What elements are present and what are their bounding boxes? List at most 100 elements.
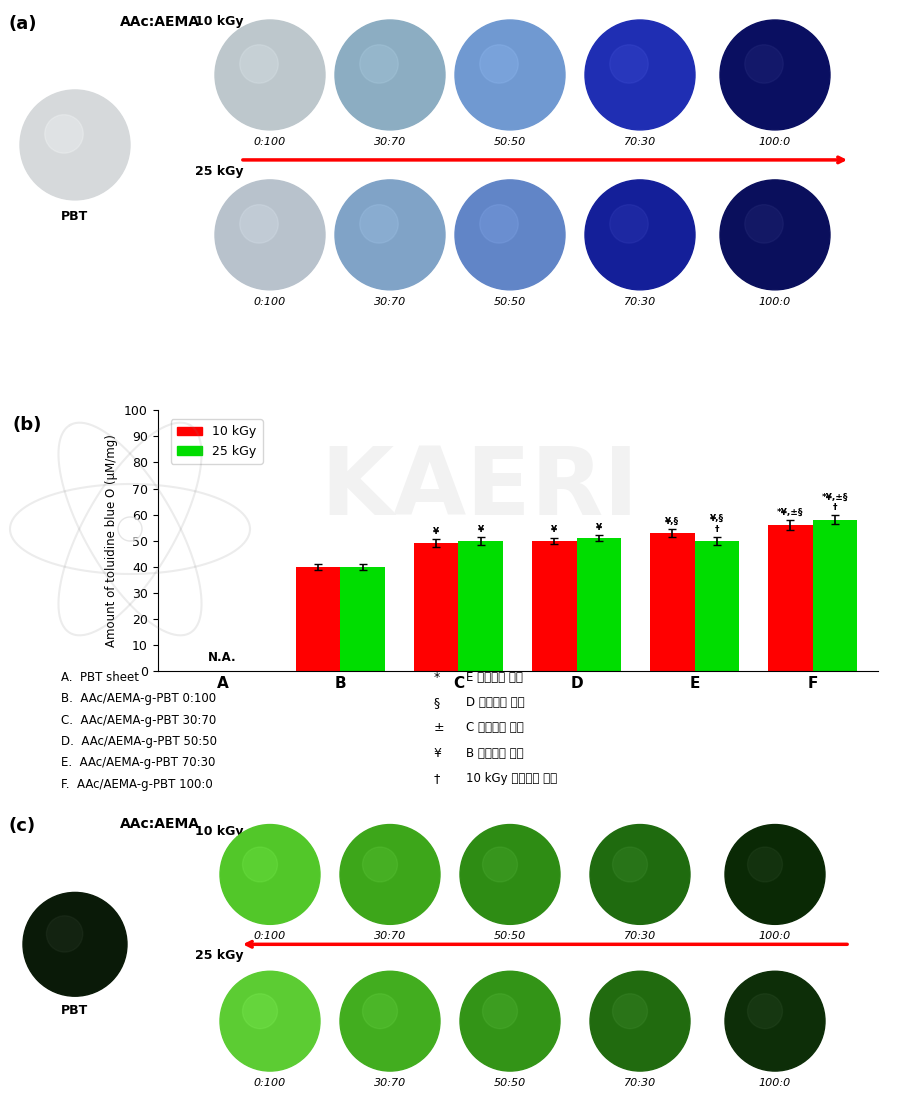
Text: E 그룹과의 비교: E 그룹과의 비교: [466, 671, 523, 684]
Bar: [295, 567, 340, 671]
Text: 50:50: 50:50: [494, 932, 526, 942]
Text: 50:50: 50:50: [494, 136, 526, 146]
Circle shape: [720, 180, 830, 289]
Text: 10 kGy 그룹과의 비교: 10 kGy 그룹과의 비교: [466, 772, 557, 785]
Y-axis label: Amount of toluidine blue O (μM/mg): Amount of toluidine blue O (μM/mg): [105, 435, 118, 647]
Text: ¥: ¥: [433, 527, 439, 537]
Circle shape: [360, 44, 398, 83]
Text: ¥: ¥: [596, 522, 602, 532]
Text: 50:50: 50:50: [494, 1078, 526, 1088]
Text: PBT: PBT: [61, 1005, 88, 1017]
Text: D.  AAc/AEMA-g-PBT 50:50: D. AAc/AEMA-g-PBT 50:50: [61, 735, 217, 747]
Circle shape: [585, 20, 695, 130]
Text: PBT: PBT: [61, 210, 88, 223]
Text: *: *: [434, 671, 440, 684]
Text: N.A.: N.A.: [208, 651, 237, 663]
Circle shape: [725, 825, 825, 925]
Text: ¥: ¥: [434, 746, 442, 760]
Circle shape: [460, 971, 560, 1071]
Circle shape: [720, 20, 830, 130]
Text: 25 kGy: 25 kGy: [195, 165, 244, 177]
Text: ±: ±: [434, 721, 445, 734]
Circle shape: [585, 180, 695, 289]
Circle shape: [220, 825, 320, 925]
Circle shape: [482, 994, 518, 1029]
Text: 10 kGy: 10 kGy: [195, 825, 244, 837]
Text: 0:100: 0:100: [254, 1078, 286, 1088]
Circle shape: [748, 847, 782, 882]
Text: C.  AAc/AEMA-g-PBT 30:70: C. AAc/AEMA-g-PBT 30:70: [61, 713, 216, 726]
Bar: [414, 543, 458, 671]
Circle shape: [23, 893, 127, 996]
Text: (a): (a): [8, 16, 37, 33]
Text: 70:30: 70:30: [624, 136, 656, 146]
Text: AAc:AEMA: AAc:AEMA: [120, 16, 200, 29]
Circle shape: [480, 205, 518, 243]
Circle shape: [335, 180, 445, 289]
Text: 70:30: 70:30: [624, 1078, 656, 1088]
Circle shape: [242, 847, 277, 882]
Legend: 10 kGy, 25 kGy: 10 kGy, 25 kGy: [171, 419, 263, 464]
Text: *¥,±§: *¥,±§: [777, 508, 804, 517]
Text: †: †: [434, 772, 440, 785]
Circle shape: [363, 994, 398, 1029]
Bar: [532, 541, 577, 671]
Text: 70:30: 70:30: [624, 297, 656, 307]
Text: 10 kGy: 10 kGy: [195, 16, 244, 28]
Circle shape: [455, 180, 565, 289]
Circle shape: [239, 44, 278, 83]
Circle shape: [460, 825, 560, 925]
Text: (c): (c): [8, 816, 35, 835]
Text: 30:70: 30:70: [374, 1078, 406, 1088]
Text: C 그룹과의 비교: C 그룹과의 비교: [466, 721, 524, 734]
Circle shape: [725, 971, 825, 1071]
Bar: [768, 525, 813, 671]
Text: *¥,±§
†: *¥,±§ †: [822, 492, 849, 512]
Circle shape: [363, 847, 398, 882]
Text: ¥,§: ¥,§: [665, 517, 680, 526]
Text: B.  AAc/AEMA-g-PBT 0:100: B. AAc/AEMA-g-PBT 0:100: [61, 692, 216, 705]
Text: ¥,§
†: ¥,§ †: [710, 515, 724, 533]
Circle shape: [590, 825, 690, 925]
Circle shape: [242, 994, 277, 1029]
Text: 30:70: 30:70: [374, 136, 406, 146]
Text: 0:100: 0:100: [254, 297, 286, 307]
Circle shape: [335, 20, 445, 130]
Text: 0:100: 0:100: [254, 136, 286, 146]
Circle shape: [480, 44, 518, 83]
Circle shape: [613, 847, 647, 882]
Bar: [577, 538, 621, 671]
Circle shape: [215, 180, 325, 289]
Text: E.  AAc/AEMA-g-PBT 70:30: E. AAc/AEMA-g-PBT 70:30: [61, 756, 216, 770]
Text: AAc:AEMA: AAc:AEMA: [120, 816, 200, 831]
Text: 100:0: 100:0: [759, 1078, 791, 1088]
Text: B 그룹과의 비교: B 그룹과의 비교: [466, 746, 524, 760]
Text: 100:0: 100:0: [759, 297, 791, 307]
Circle shape: [47, 916, 83, 953]
Circle shape: [610, 205, 648, 243]
Circle shape: [590, 971, 690, 1071]
Text: 30:70: 30:70: [374, 297, 406, 307]
Circle shape: [455, 20, 565, 130]
Circle shape: [20, 90, 130, 200]
Circle shape: [340, 825, 440, 925]
Circle shape: [482, 847, 518, 882]
Text: A.  PBT sheet: A. PBT sheet: [61, 671, 140, 684]
Bar: [340, 567, 385, 671]
Circle shape: [340, 971, 440, 1071]
Circle shape: [748, 994, 782, 1029]
Circle shape: [220, 971, 320, 1071]
Text: ¥: ¥: [551, 526, 557, 535]
Circle shape: [610, 44, 648, 83]
Circle shape: [745, 205, 783, 243]
Text: 50:50: 50:50: [494, 297, 526, 307]
Circle shape: [118, 517, 142, 541]
Text: ¥: ¥: [478, 525, 484, 533]
Text: KAERI: KAERI: [320, 442, 639, 535]
Bar: [813, 520, 858, 671]
Text: §: §: [434, 696, 440, 709]
Circle shape: [360, 205, 398, 243]
Circle shape: [613, 994, 647, 1029]
Text: 25 kGy: 25 kGy: [195, 949, 244, 963]
Bar: [458, 541, 503, 671]
